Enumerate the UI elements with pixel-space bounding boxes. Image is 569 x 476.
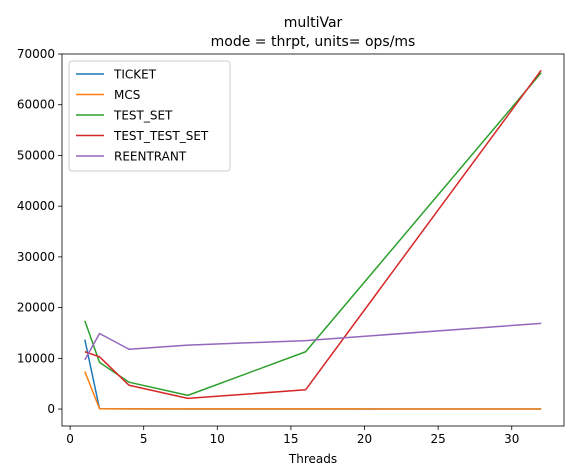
series-line-test-test-set: [84, 69, 542, 400]
x-tick-label: 15: [283, 432, 298, 446]
chart-title: multiVar: [284, 15, 343, 31]
x-tick-label: 0: [66, 432, 74, 446]
y-tick-label: 0: [47, 402, 55, 416]
y-tick-label: 40000: [17, 199, 55, 213]
y-tick-label: 60000: [17, 98, 55, 112]
legend-label-mcs: MCS: [114, 88, 140, 102]
x-axis: 0 5 10 15 20 25 30: [66, 426, 519, 446]
x-tick-label: 20: [357, 432, 372, 446]
y-axis: 0 10000 20000 30000 40000 50000 60000 70000: [17, 47, 62, 416]
x-axis-label: Threads: [288, 452, 337, 466]
plot-frame: [61, 53, 565, 427]
legend: TICKET MCS TEST_SET TEST_TEST_SET REENTRANT: [68, 60, 231, 172]
y-tick-label: 30000: [17, 250, 55, 264]
legend-label-test-set: TEST_SET: [113, 109, 173, 123]
series-line-reentrant: [84, 322, 542, 361]
plot-area: [84, 69, 542, 410]
y-tick-label: 70000: [17, 47, 55, 61]
x-tick-label: 5: [140, 432, 148, 446]
y-tick-label: 50000: [17, 148, 55, 162]
series-line-mcs: [84, 371, 542, 410]
legend-label-reentrant: REENTRANT: [114, 150, 187, 164]
x-tick-label: 10: [210, 432, 225, 446]
y-tick-label: 20000: [17, 301, 55, 315]
series-line-ticket: [84, 339, 542, 410]
legend-label-ticket: TICKET: [113, 68, 157, 82]
x-tick-label: 30: [504, 432, 519, 446]
x-tick-label: 25: [430, 432, 445, 446]
chart-subtitle: mode = thrpt, units= ops/ms: [211, 34, 416, 50]
legend-label-test-test-set: TEST_TEST_SET: [113, 129, 209, 143]
y-tick-label: 10000: [17, 351, 55, 365]
legend-box: [68, 60, 231, 172]
